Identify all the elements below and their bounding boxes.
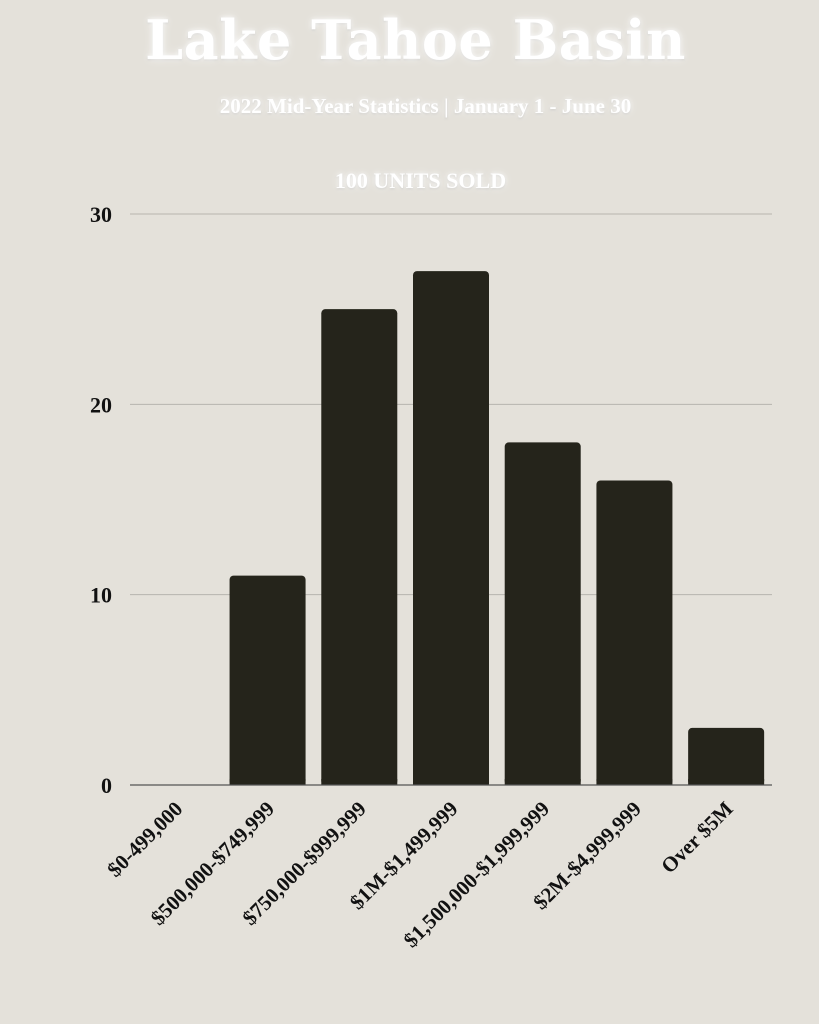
bar [321,309,398,785]
bar-base [413,779,489,785]
bar [688,727,765,785]
bar-base [504,779,581,785]
y-tick-label: 0 [101,773,112,798]
bar [504,442,581,785]
bar [596,480,673,785]
chart-title: Lake Tahoe Basin [145,8,686,72]
x-tick-label: Over $5M [656,796,738,878]
chart-subtitle: 2022 Mid-Year Statistics | January 1 - J… [219,94,632,118]
y-tick-label: 20 [90,392,112,417]
x-axis-ticks: $0-499,000$500,000-$749,999$750,000-$999… [102,796,737,952]
y-tick-label: 30 [90,202,112,227]
x-tick-label: $0-499,000 [102,797,187,882]
y-axis-ticks: 0 10 20 30 [90,202,112,798]
bar-base [596,779,673,785]
bar-base [688,779,765,785]
bar-base [229,779,306,785]
y-tick-label: 10 [90,583,112,608]
bar [413,271,489,786]
units-sold-annotation: 100 UNITS SOLD [334,168,507,193]
bars [229,271,765,786]
bar-base [321,779,398,785]
bar [229,575,306,785]
